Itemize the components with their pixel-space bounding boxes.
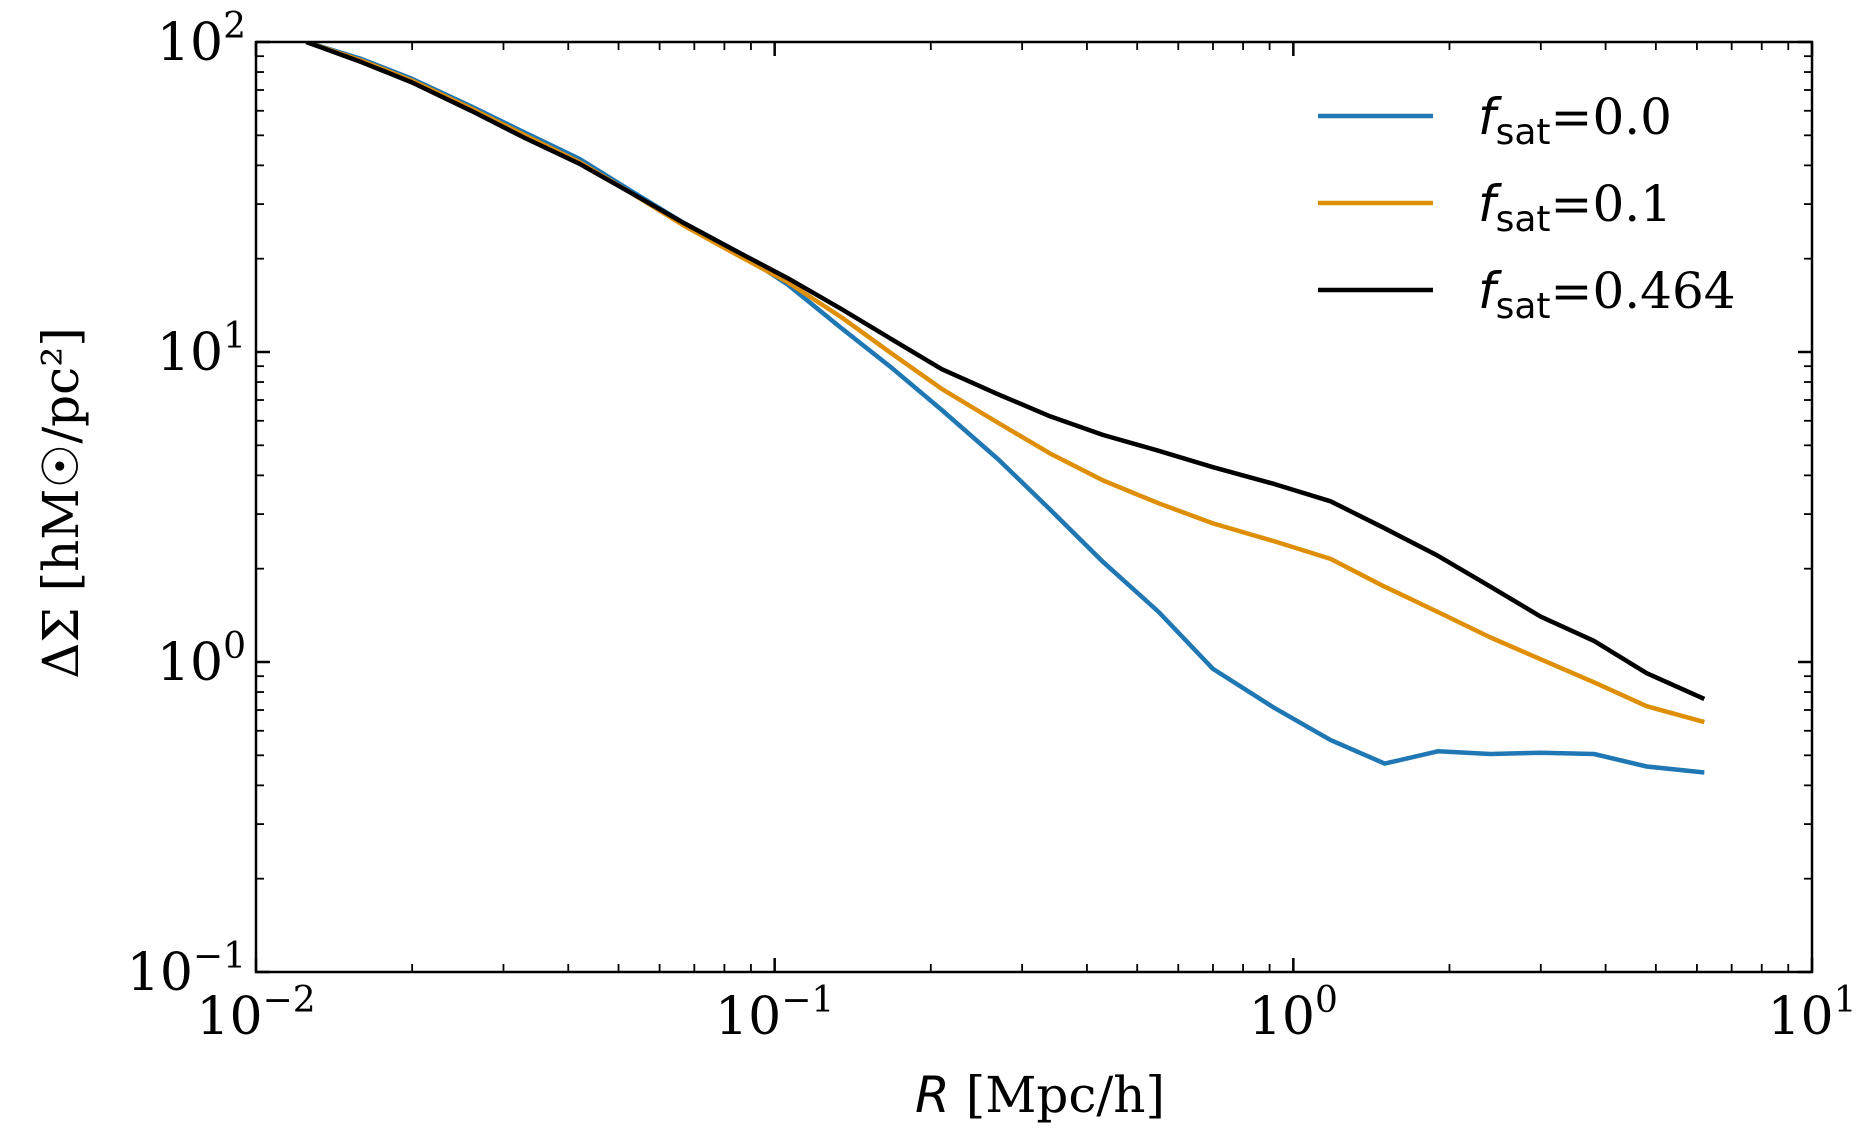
y-tick-label: 10−1: [127, 936, 246, 1003]
plot-lines: [305, 42, 1706, 775]
y-tick-label: 101: [157, 316, 246, 383]
x-tick-label: 10−1: [715, 980, 834, 1047]
x-tick-label: 101: [1767, 980, 1856, 1047]
legend: fsat=0.0 fsat=0.1 fsat=0.464: [1318, 88, 1736, 327]
plot-frame: [254, 40, 1814, 974]
y-tick-label: 100: [157, 626, 246, 693]
series-line-1: [305, 42, 1705, 775]
x-tick-label: 10−2: [196, 980, 315, 1047]
y-tick-label: 102: [157, 6, 246, 73]
legend-label-3: fsat=0.464: [1478, 262, 1736, 327]
axis-ticks: [254, 40, 1814, 974]
y-axis-label: ΔΣ [hM☉/pc²]: [32, 327, 90, 679]
x-tick-label: 100: [1249, 980, 1338, 1047]
legend-label-1: fsat=0.0: [1478, 88, 1672, 153]
x-axis-label: R [Mpc/h]: [915, 1066, 1165, 1124]
series-line-3: [305, 42, 1706, 701]
legend-label-2: fsat=0.1: [1478, 175, 1672, 240]
